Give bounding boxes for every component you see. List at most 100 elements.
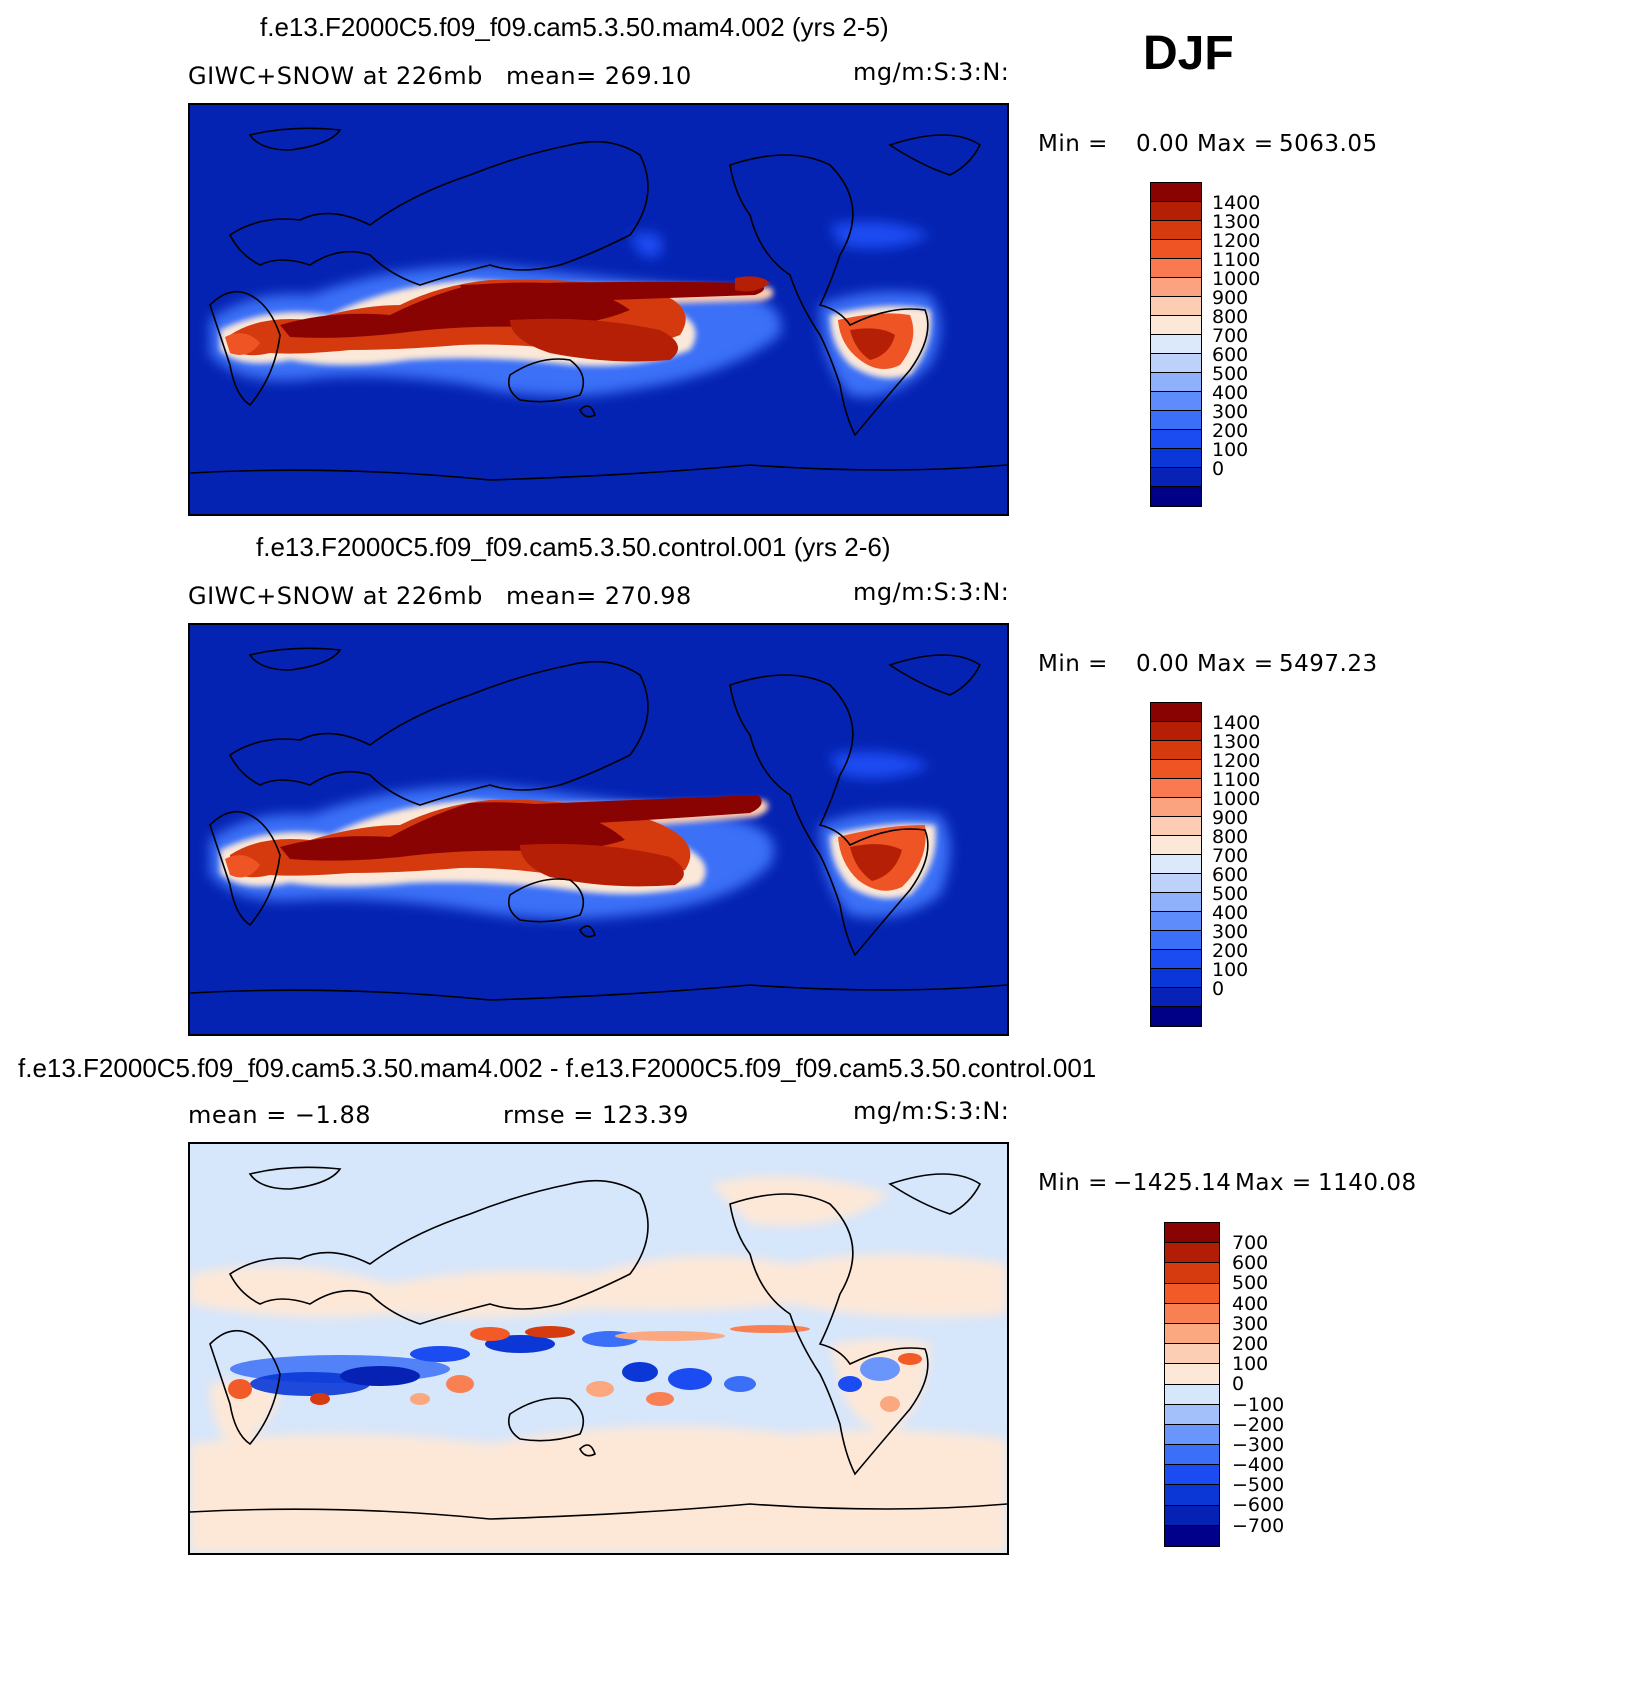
colorbar-3-swatch: [1165, 1323, 1219, 1345]
panel2-map-svg: [190, 625, 1007, 1034]
colorbar-3-tick-label: 200: [1232, 1332, 1269, 1355]
panel2-max-value: 5497.23: [1279, 651, 1378, 677]
colorbar-1-tick-label: 0: [1212, 458, 1225, 480]
colorbar-2-swatch: [1151, 969, 1201, 988]
colorbar-3-tick-label: −700: [1232, 1514, 1285, 1537]
colorbar-2-swatch: [1151, 703, 1201, 722]
colorbar-1-tick-label: 1100: [1212, 249, 1261, 271]
colorbar-1-tick-label: 900: [1212, 287, 1249, 309]
colorbar-1-tick-label: 200: [1212, 420, 1249, 442]
panel2-map: [188, 623, 1009, 1036]
panel1-min-label: Min =: [1038, 131, 1108, 157]
panel2-max-label: Max =: [1197, 651, 1274, 677]
panel3-mean-label: mean = −1.88: [188, 1101, 371, 1129]
panel1-title: f.e13.F2000C5.f09_f09.cam5.3.50.mam4.002…: [260, 12, 889, 42]
colorbar-2-tick-label: 600: [1212, 864, 1249, 886]
colorbar-2-swatch: [1151, 950, 1201, 969]
panel1-min-value: 0.00: [1136, 131, 1190, 157]
colorbar-3-swatch: [1165, 1303, 1219, 1324]
colorbar-1-swatch: [1151, 240, 1201, 259]
colorbar-2-swatch: [1151, 760, 1201, 779]
colorbar-3-tick-label: 100: [1232, 1353, 1269, 1376]
colorbar-2-tick-label: 300: [1212, 921, 1249, 943]
colorbar-1-tick-label: 500: [1212, 363, 1249, 385]
colorbar-1-tick-label: 100: [1212, 439, 1249, 461]
colorbar-2-tick-label: 900: [1212, 807, 1249, 829]
colorbar-3-swatch: [1165, 1445, 1219, 1466]
colorbar-1-tick-label: 400: [1212, 382, 1249, 404]
colorbar-1-swatch: [1151, 449, 1201, 468]
panel2-min-value: 0.00: [1136, 651, 1190, 677]
colorbar-1-swatch: [1151, 316, 1201, 335]
panel3-map: [188, 1142, 1009, 1555]
colorbar-2-tick-label: 1100: [1212, 769, 1261, 791]
colorbar-3-tick-label: 600: [1232, 1252, 1269, 1275]
colorbar-3-swatch: [1165, 1384, 1219, 1405]
panel3-units-label: mg/m:S:3:N:: [853, 1097, 1010, 1125]
panel1-map: [188, 103, 1009, 516]
colorbar-1-tick-label: 700: [1212, 325, 1249, 347]
colorbar-2-tick-label: 1000: [1212, 788, 1261, 810]
colorbar-1-swatch: [1151, 487, 1201, 506]
panel3-max-label: Max =: [1235, 1170, 1312, 1196]
panel1-colorbar: [1150, 182, 1202, 507]
colorbar-3-tick-label: −400: [1232, 1454, 1285, 1477]
colorbar-3-tick-label: 300: [1232, 1312, 1269, 1335]
panel1-mean-label: mean= 269.10: [506, 62, 692, 90]
colorbar-2-tick-label: 700: [1212, 845, 1249, 867]
colorbar-1-swatch: [1151, 373, 1201, 392]
colorbar-3-tick-label: −600: [1232, 1494, 1285, 1517]
colorbar-2-tick-label: 400: [1212, 902, 1249, 924]
colorbar-2-tick-label: 800: [1212, 826, 1249, 848]
panel3-title: f.e13.F2000C5.f09_f09.cam5.3.50.mam4.002…: [18, 1053, 1097, 1083]
colorbar-1-swatch: [1151, 392, 1201, 411]
colorbar-1-swatch: [1151, 259, 1201, 278]
colorbar-2-swatch: [1151, 817, 1201, 836]
colorbar-1-tick-label: 1400: [1212, 192, 1261, 214]
colorbar-2-swatch: [1151, 798, 1201, 817]
panel2-colorbar: [1150, 702, 1202, 1027]
panel2-mean-label: mean= 270.98: [506, 582, 692, 610]
colorbar-2-swatch: [1151, 912, 1201, 931]
colorbar-1-swatch: [1151, 411, 1201, 430]
panel3-min-label: Min =: [1038, 1170, 1108, 1196]
colorbar-3-tick-label: −100: [1232, 1393, 1285, 1416]
colorbar-1-swatch: [1151, 183, 1201, 202]
colorbar-3-swatch: [1165, 1364, 1219, 1385]
colorbar-1-tick-label: 1200: [1212, 230, 1261, 252]
colorbar-3-swatch: [1165, 1283, 1219, 1304]
panel1-max-label: Max =: [1197, 131, 1274, 157]
panel1-coastlines: [190, 127, 1007, 481]
colorbar-1-tick-label: 800: [1212, 306, 1249, 328]
panel3-map-svg: [190, 1144, 1007, 1553]
colorbar-1-tick-label: 1000: [1212, 268, 1261, 290]
colorbar-2-tick-label: 1300: [1212, 731, 1261, 753]
colorbar-3-swatch: [1165, 1485, 1219, 1506]
colorbar-2-tick-label: 1200: [1212, 750, 1261, 772]
colorbar-2-tick-label: 1400: [1212, 712, 1261, 734]
colorbar-2-swatch: [1151, 893, 1201, 912]
colorbar-1-swatch: [1151, 335, 1201, 354]
colorbar-2-tick-label: 100: [1212, 959, 1249, 981]
colorbar-3-tick-label: −500: [1232, 1474, 1285, 1497]
colorbar-3-tick-label: −300: [1232, 1433, 1285, 1456]
panel2-min-label: Min =: [1038, 651, 1108, 677]
panel2-units-label: mg/m:S:3:N:: [853, 578, 1010, 606]
colorbar-2-tick-label: 0: [1212, 978, 1225, 1000]
colorbar-2-swatch: [1151, 855, 1201, 874]
colorbar-2-swatch: [1151, 931, 1201, 950]
panel3-max-value: 1140.08: [1318, 1170, 1417, 1196]
colorbar-2-swatch: [1151, 988, 1201, 1007]
colorbar-3-swatch: [1165, 1404, 1219, 1425]
panel2-variable-label: GIWC+SNOW at 226mb: [188, 582, 483, 610]
colorbar-3-swatch: [1165, 1465, 1219, 1486]
colorbar-3-swatch: [1165, 1263, 1219, 1284]
colorbar-3-tick-label: 700: [1232, 1232, 1269, 1254]
colorbar-1-swatch: [1151, 202, 1201, 221]
panel1-units-label: mg/m:S:3:N:: [853, 58, 1010, 86]
colorbar-1-tick-label: 1300: [1212, 211, 1261, 233]
colorbar-1-swatch: [1151, 278, 1201, 297]
panel1-variable-label: GIWC+SNOW at 226mb: [188, 62, 483, 90]
panel3-min-value: −1425.14: [1113, 1170, 1232, 1196]
panel2-coastlines: [190, 647, 1007, 1001]
